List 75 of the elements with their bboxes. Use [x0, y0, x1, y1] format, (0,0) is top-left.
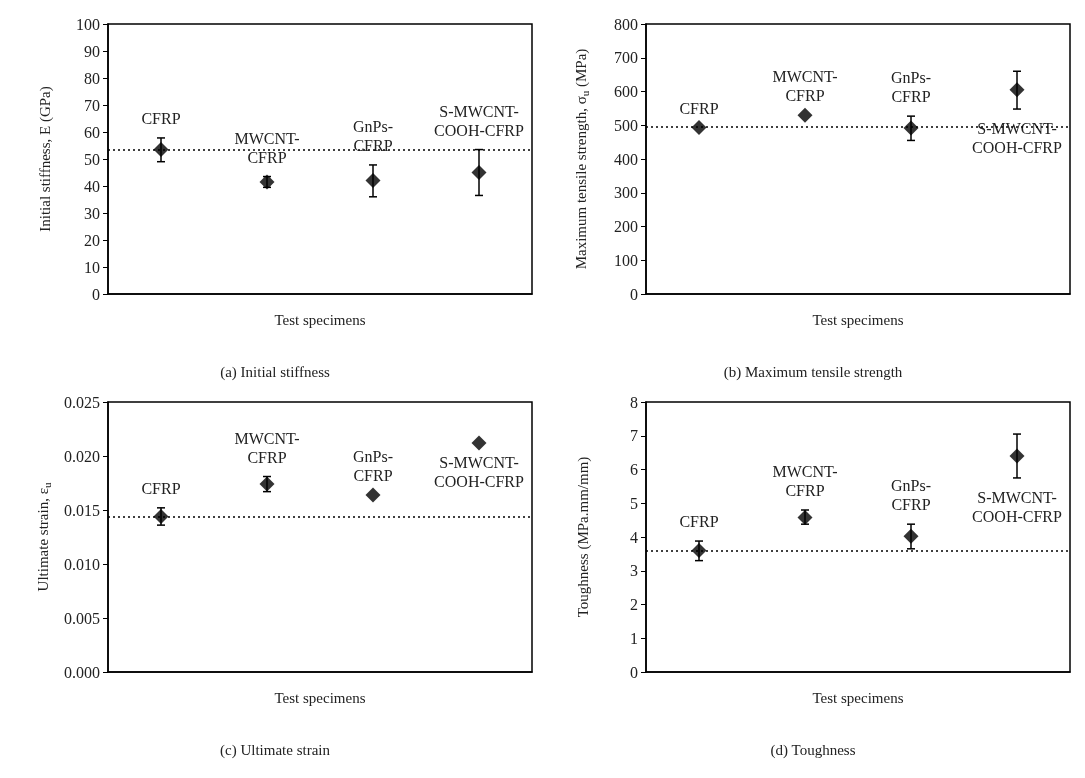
point	[903, 528, 919, 544]
annotation: S-MWCNT- COOH-CFRP	[972, 120, 1062, 157]
y-tick-label: 0.025	[64, 393, 100, 411]
point	[691, 543, 707, 558]
y-tick-label: 100	[614, 251, 638, 269]
y-axis-title: Maximum tensile strength, σu (MPa)	[572, 48, 591, 270]
annotation: S-MWCNT- COOH-CFRP	[434, 102, 524, 139]
x-axis-title: Test specimens	[274, 689, 366, 706]
annotation: MWCNT- CFRP	[772, 68, 838, 105]
point	[471, 435, 487, 451]
point	[797, 107, 813, 123]
point	[1009, 448, 1025, 464]
y-tick-label: 10	[84, 258, 100, 276]
y-axis-title: Initial stiffness, E (GPa)	[36, 86, 54, 232]
y-tick-label: 7	[630, 427, 638, 445]
y-tick-label: 0	[630, 663, 638, 681]
annotation: CFRP	[679, 513, 719, 531]
y-tick-label: 200	[614, 218, 638, 235]
y-tick-label: 90	[84, 42, 100, 60]
point	[471, 165, 487, 180]
y-tick-label: 40	[84, 177, 100, 195]
y-tick-label: 30	[84, 204, 100, 222]
y-tick-label: 3	[630, 562, 638, 580]
annotation: S-MWCNT- COOH-CFRP	[972, 488, 1062, 525]
y-tick-label: 800	[614, 15, 638, 33]
y-tick-label: 20	[84, 231, 100, 249]
y-tick-label: 0.000	[64, 663, 100, 681]
y-tick-label: 4	[630, 528, 638, 546]
y-tick-label: 0	[92, 285, 100, 303]
annotation: MWCNT- CFRP	[234, 429, 300, 466]
point	[691, 120, 707, 136]
annotation: CFRP	[141, 479, 181, 497]
y-tick-label: 600	[614, 83, 638, 100]
y-tick-label: 8	[630, 393, 638, 411]
point	[1009, 82, 1025, 98]
y-tick-label: 500	[614, 116, 638, 134]
annotation: CFRP	[141, 109, 181, 127]
point	[365, 487, 381, 503]
y-tick-label: 300	[614, 184, 638, 202]
y-axis-title: Ultimate strain, εu	[34, 482, 53, 592]
annotation: GnPs- CFRP	[352, 117, 394, 154]
y-tick-label: 0.010	[64, 555, 100, 573]
y-tick-label: 100	[76, 15, 100, 33]
x-axis-title: Test specimens	[812, 311, 904, 328]
point	[365, 173, 381, 189]
x-axis-title: Test specimens	[274, 311, 366, 328]
y-tick-label: 0	[630, 285, 638, 303]
y-tick-label: 70	[84, 96, 100, 114]
y-tick-label: 50	[84, 150, 100, 168]
annotation: GnPs- CFRP	[890, 69, 932, 106]
y-tick-label: 0.020	[64, 447, 100, 465]
y-tick-label: 700	[614, 49, 638, 67]
x-axis-title: Test specimens	[812, 689, 904, 706]
text: (d) Toughness	[770, 741, 856, 759]
y-axis-title: Toughness (MPa.mm/mm)	[574, 456, 592, 618]
annotation: GnPs- CFRP	[352, 447, 394, 484]
y-tick-label: 1	[630, 629, 638, 647]
annotation: CFRP	[679, 99, 719, 117]
y-tick-label: 0.005	[64, 609, 100, 627]
point	[153, 142, 169, 158]
y-tick-label: 5	[630, 494, 638, 512]
text: (a) Initial stiffness	[220, 363, 331, 381]
y-tick-label: 6	[630, 461, 638, 478]
y-tick-label: 80	[84, 69, 100, 87]
annotation: S-MWCNT- COOH-CFRP	[434, 454, 524, 491]
y-tick-label: 60	[84, 123, 100, 141]
annotation: MWCNT- CFRP	[234, 129, 300, 166]
annotation: GnPs- CFRP	[890, 477, 932, 514]
annotation: MWCNT- CFRP	[772, 463, 838, 499]
point	[903, 120, 919, 136]
text: (c) Ultimate strain	[220, 741, 331, 759]
y-tick-label: 2	[630, 596, 638, 613]
text: (b) Maximum tensile strength	[723, 363, 903, 381]
y-tick-label: 0.015	[64, 501, 100, 519]
y-tick-label: 400	[614, 150, 638, 168]
